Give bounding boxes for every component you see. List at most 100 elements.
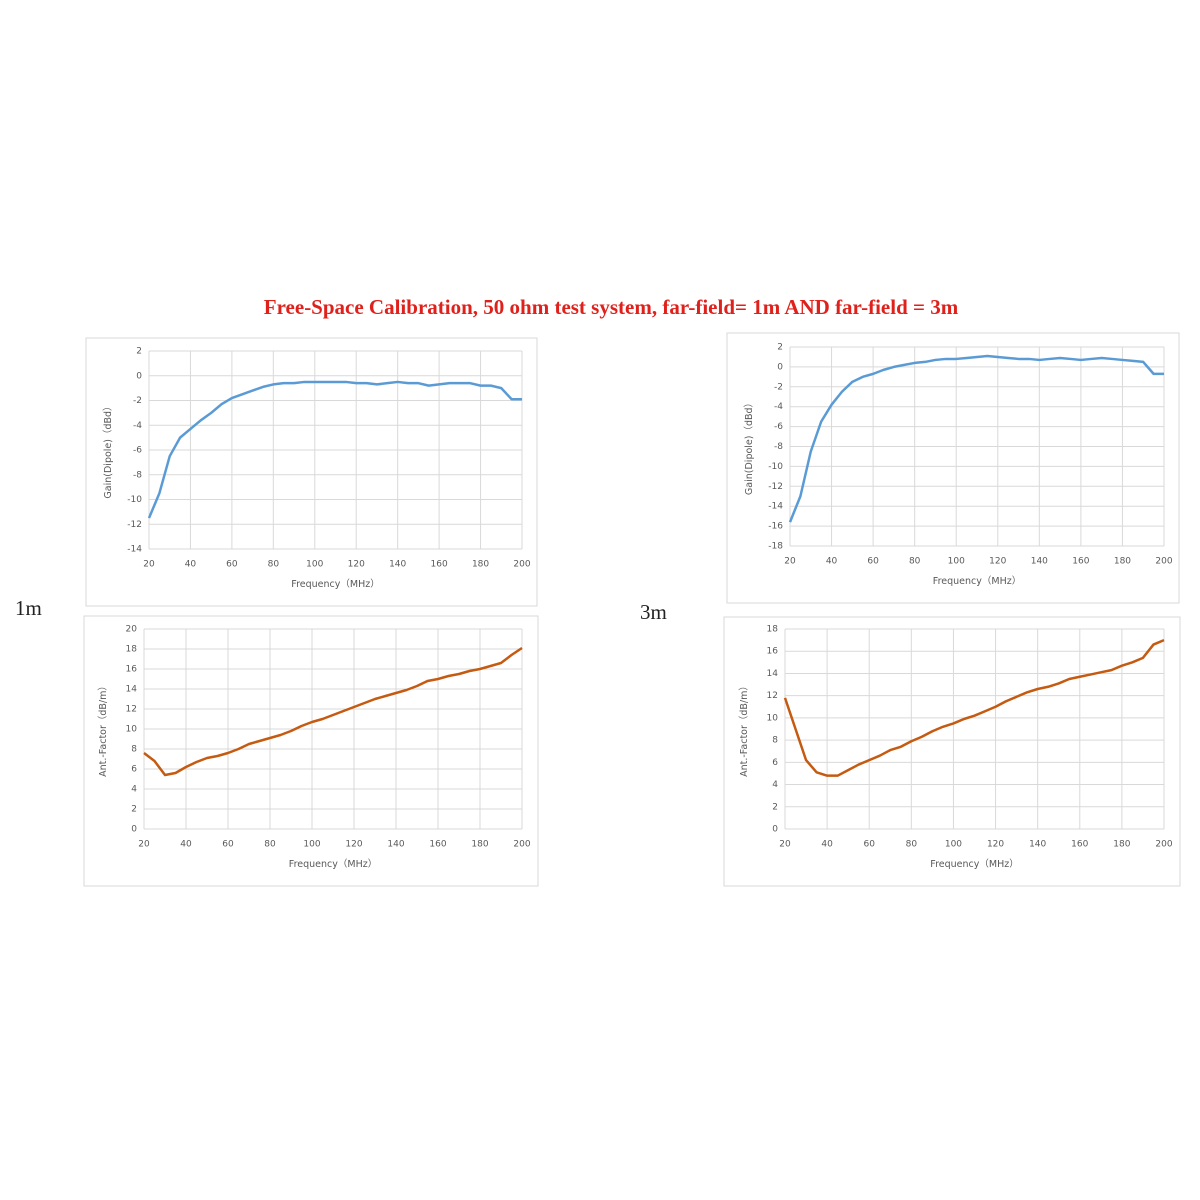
x-tick-label: 200	[513, 840, 530, 850]
y-tick-label: 0	[136, 371, 142, 381]
x-tick-label: 60	[867, 557, 879, 567]
y-tick-label: -8	[774, 442, 783, 452]
x-tick-label: 180	[1114, 557, 1131, 567]
x-tick-label: 100	[948, 557, 965, 567]
y-tick-label: -4	[774, 402, 783, 412]
panel-label: 1m	[15, 596, 42, 620]
y-tick-label: 20	[126, 625, 138, 635]
x-tick-label: 160	[431, 560, 448, 570]
y-tick-label: 2	[131, 805, 137, 815]
x-tick-label: 200	[513, 560, 530, 570]
y-tick-label: 18	[126, 645, 138, 655]
y-tick-label: 0	[772, 825, 778, 835]
x-tick-label: 120	[345, 840, 362, 850]
y-tick-label: -6	[774, 422, 783, 432]
x-tick-label: 200	[1155, 840, 1172, 850]
x-tick-label: 80	[268, 560, 280, 570]
x-tick-label: 120	[348, 560, 365, 570]
page-title: Free-Space Calibration, 50 ohm test syst…	[264, 295, 959, 319]
y-tick-label: 12	[767, 691, 778, 701]
y-tick-label: -14	[127, 545, 142, 555]
x-tick-label: 140	[389, 560, 406, 570]
y-tick-label: -12	[768, 482, 783, 492]
chart-frame	[83, 615, 539, 887]
y-axis-label: Ant.-Factor（dB/m）	[738, 681, 750, 777]
y-axis-label: Gain(Dipole)（dBd）	[743, 398, 755, 495]
data-line	[783, 638, 1165, 777]
panel-label: 3m	[640, 600, 667, 624]
x-axis-label: Frequency（MHz）	[933, 575, 1021, 587]
y-tick-label: 2	[777, 343, 783, 353]
y-axis-label: Ant.-Factor（dB/m）	[97, 681, 109, 777]
y-tick-label: 16	[126, 665, 138, 675]
y-tick-label: 8	[131, 745, 137, 755]
x-tick-label: 140	[387, 840, 404, 850]
x-tick-label: 140	[1031, 557, 1048, 567]
y-tick-label: -14	[768, 502, 783, 512]
y-tick-label: 8	[772, 736, 778, 746]
y-tick-label: -2	[133, 396, 142, 406]
x-tick-label: 200	[1155, 557, 1172, 567]
y-tick-label: 2	[136, 347, 142, 357]
x-tick-label: 40	[185, 560, 197, 570]
chart-frame	[723, 616, 1181, 887]
y-axis-label: Gain(Dipole)（dBd）	[102, 401, 114, 498]
x-tick-label: 100	[303, 840, 320, 850]
data-line	[147, 380, 522, 519]
x-tick-label: 80	[909, 557, 921, 567]
x-tick-label: 180	[1113, 840, 1130, 850]
y-tick-label: 16	[767, 647, 779, 657]
x-tick-label: 180	[472, 560, 489, 570]
x-tick-label: 20	[143, 560, 155, 570]
x-tick-label: 120	[989, 557, 1006, 567]
x-tick-label: 160	[1072, 557, 1089, 567]
y-tick-label: -10	[127, 495, 142, 505]
y-tick-label: 6	[772, 758, 778, 768]
y-tick-label: -4	[133, 421, 142, 431]
x-tick-label: 40	[826, 557, 838, 567]
y-tick-label: 2	[772, 802, 778, 812]
data-line	[143, 646, 523, 777]
y-tick-label: 14	[767, 669, 779, 679]
y-tick-label: 10	[126, 725, 138, 735]
x-tick-label: 80	[264, 840, 276, 850]
x-tick-label: 100	[306, 560, 323, 570]
x-tick-label: 40	[821, 840, 833, 850]
y-tick-label: -10	[768, 462, 783, 472]
y-tick-label: -16	[768, 522, 783, 532]
x-axis-label: Frequency（MHz）	[289, 858, 377, 870]
x-tick-label: 20	[784, 557, 796, 567]
x-axis-label: Frequency（MHz）	[930, 858, 1018, 870]
x-tick-label: 160	[1071, 840, 1088, 850]
y-tick-label: 10	[767, 713, 779, 723]
x-tick-label: 60	[226, 560, 238, 570]
chart-frame	[726, 332, 1180, 604]
x-tick-label: 180	[471, 840, 488, 850]
y-tick-label: 0	[777, 362, 783, 372]
x-tick-label: 140	[1029, 840, 1046, 850]
x-tick-label: 60	[222, 840, 234, 850]
y-tick-label: 18	[767, 625, 779, 635]
x-tick-label: 160	[429, 840, 446, 850]
y-tick-label: -8	[133, 470, 142, 480]
data-line	[788, 354, 1164, 523]
y-tick-label: 4	[131, 785, 137, 795]
x-tick-label: 40	[180, 840, 192, 850]
y-tick-label: -12	[127, 520, 142, 530]
x-tick-label: 20	[138, 840, 150, 850]
y-tick-label: 0	[131, 825, 137, 835]
y-tick-label: 4	[772, 780, 778, 790]
y-tick-label: 12	[126, 705, 137, 715]
x-tick-label: 60	[863, 840, 875, 850]
x-tick-label: 100	[945, 840, 962, 850]
x-axis-label: Frequency（MHz）	[291, 578, 379, 590]
y-tick-label: -18	[768, 542, 783, 552]
y-tick-label: 14	[126, 685, 138, 695]
x-tick-label: 80	[906, 840, 918, 850]
y-tick-label: 6	[131, 765, 137, 775]
y-tick-label: -6	[133, 446, 142, 456]
y-tick-label: -2	[774, 382, 783, 392]
x-tick-label: 120	[987, 840, 1004, 850]
